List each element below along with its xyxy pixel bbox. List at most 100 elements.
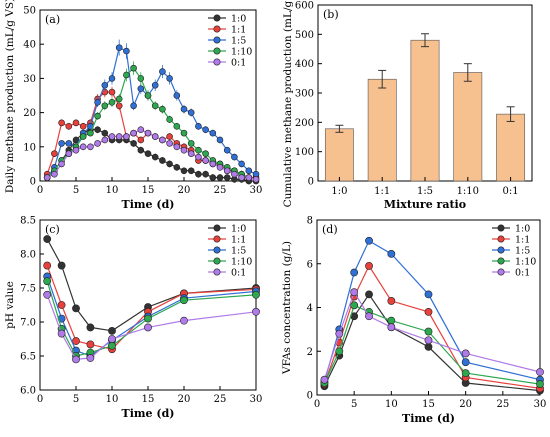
data-point — [101, 129, 109, 137]
data-point — [108, 133, 116, 140]
data-point — [65, 150, 73, 157]
legend-swatch-marker — [213, 246, 221, 254]
data-point — [87, 143, 94, 151]
data-point — [424, 336, 433, 345]
x-tick-label: 20 — [178, 185, 191, 196]
data-point — [43, 277, 52, 286]
data-point — [72, 304, 80, 313]
data-point — [187, 140, 195, 147]
data-point — [72, 146, 80, 154]
data-point — [209, 160, 217, 168]
data-point — [365, 312, 373, 321]
data-point — [216, 164, 224, 171]
data-point — [108, 335, 116, 343]
data-point — [209, 174, 217, 181]
data-point — [365, 236, 373, 245]
data-point — [43, 290, 52, 299]
data-point — [350, 301, 359, 310]
y-tick-label: 600 — [295, 1, 314, 12]
legend-label: 1:1 — [231, 25, 246, 36]
data-point — [159, 68, 166, 75]
bar — [367, 78, 397, 182]
x-axis-label: Mixture ratio — [384, 198, 466, 211]
bar — [496, 113, 526, 182]
y-tick-label: 0 — [307, 391, 313, 402]
legend-label: 0:1 — [231, 268, 246, 279]
data-point — [195, 170, 202, 178]
series-line — [46, 294, 257, 361]
x-axis-label: Time (d) — [122, 407, 175, 420]
legend-swatch-marker — [497, 246, 505, 254]
y-axis-label: Cumulative methane production (mL/g VS) — [282, 0, 294, 207]
series-0-1 — [43, 290, 260, 364]
chart-panel-3: (d) VFAs concentration (g/L) Time (d) 0 2 4 6 8… — [281, 216, 546, 426]
panel-label: (b) — [323, 8, 339, 21]
data-point — [159, 157, 166, 164]
data-point — [94, 112, 101, 120]
y-tick-label: 8.5 — [20, 216, 36, 227]
x-tick-label: 15 — [142, 185, 155, 196]
series-0-1 — [320, 288, 544, 384]
data-point — [144, 129, 152, 137]
legend-label: 1:1 — [515, 235, 530, 246]
y-tick-label: 4 — [307, 303, 313, 314]
legend-swatch-marker — [497, 224, 505, 232]
y-tick-label: 2 — [307, 347, 313, 358]
data-point — [365, 290, 373, 299]
data-point — [65, 140, 73, 147]
data-point — [223, 174, 231, 181]
x-tick-label: 25 — [496, 399, 509, 410]
data-point — [108, 99, 116, 106]
data-point — [187, 167, 195, 175]
legend-swatch-marker — [213, 224, 221, 232]
data-point — [424, 290, 433, 299]
data-point — [86, 323, 95, 332]
y-tick-label: 40 — [23, 40, 36, 51]
data-point — [216, 174, 224, 181]
data-point — [43, 235, 52, 243]
y-tick-label: 0 — [30, 177, 36, 188]
y-tick-label: 400 — [295, 59, 314, 70]
y-tick-label: 200 — [295, 118, 314, 129]
data-point — [51, 170, 58, 178]
panel-label: (a) — [45, 13, 60, 26]
y-axis-label: VFAs concentration (g/L) — [281, 241, 293, 375]
legend-swatch-marker — [213, 58, 221, 66]
data-point — [151, 81, 159, 89]
data-point — [387, 316, 396, 325]
data-point — [123, 133, 130, 140]
legend-swatch-marker — [213, 25, 221, 33]
data-point — [320, 375, 329, 384]
data-point — [202, 150, 209, 157]
data-point — [216, 136, 224, 144]
data-point — [231, 153, 238, 161]
data-point — [65, 122, 73, 130]
legend-swatch-marker — [213, 47, 221, 55]
data-point — [151, 133, 159, 140]
data-point — [58, 160, 65, 168]
x-tick-label: 1:5 — [417, 186, 433, 197]
data-point — [461, 369, 470, 378]
x-tick-label: 0:1 — [503, 186, 519, 197]
data-point — [252, 307, 260, 316]
legend-swatch-marker — [213, 235, 221, 243]
chart-panel-2: (c) pH value Time (d) 6.0 6.5 7.0 7.5 8.0 8.5 0 5 1… — [4, 216, 262, 421]
x-tick-label: 1:1 — [374, 186, 390, 197]
series-line — [46, 265, 257, 350]
chart-panel-0: (a) Daily methane production (mL/g VS) Tim… — [4, 0, 262, 211]
data-point — [144, 323, 152, 332]
legend-swatch-marker — [497, 268, 505, 276]
y-tick-label: 7.0 — [20, 318, 36, 329]
data-point — [461, 358, 470, 367]
x-axis-label: Time (d) — [402, 412, 455, 425]
data-point — [159, 136, 166, 144]
x-tick-label: 10 — [106, 394, 119, 405]
legend-swatch-marker — [497, 257, 505, 265]
data-point — [57, 301, 66, 309]
series-line — [46, 238, 257, 332]
data-point — [195, 153, 202, 161]
data-point — [123, 71, 130, 79]
data-point — [536, 368, 544, 376]
data-point — [130, 64, 137, 72]
